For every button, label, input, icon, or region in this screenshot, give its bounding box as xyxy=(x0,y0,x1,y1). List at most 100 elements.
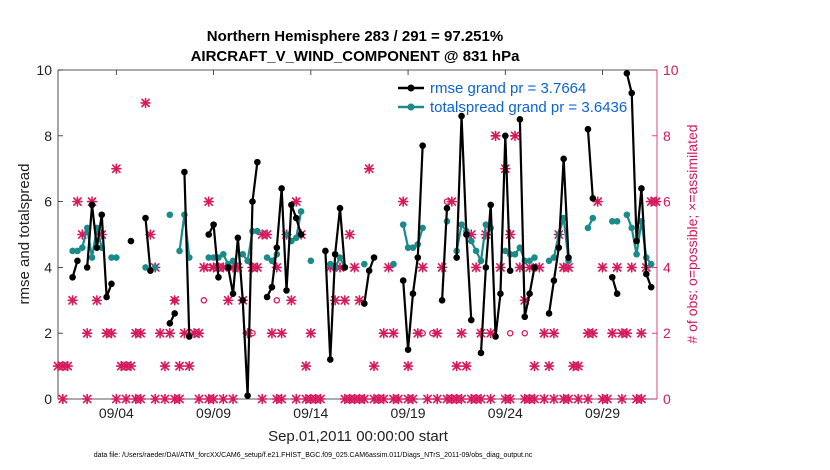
rmse-point xyxy=(205,231,213,238)
totalspread-point xyxy=(88,254,96,261)
obs-assimilated-marker xyxy=(470,262,482,273)
obs-assimilated-marker xyxy=(402,360,414,372)
obs-assimilated-marker xyxy=(261,229,273,240)
legend-totalspread-label: totalspread grand pr = 3.6436 xyxy=(430,99,627,116)
y-right-tick-label: 6 xyxy=(663,194,671,210)
totalspread-point xyxy=(399,221,407,228)
rmse-point xyxy=(545,310,553,317)
totalspread-point xyxy=(404,244,412,251)
obs-possible-marker xyxy=(429,329,436,337)
obs-assimilated-marker xyxy=(305,327,317,339)
obs-possible-marker xyxy=(443,198,451,205)
rmse-point xyxy=(142,214,149,222)
rmse-point xyxy=(93,244,101,251)
obs-possible-marker xyxy=(506,329,514,337)
rmse-point xyxy=(336,204,344,212)
y-right-tick-label: 8 xyxy=(663,128,671,144)
rmse-line-segment xyxy=(479,134,512,354)
rmse-point xyxy=(185,333,193,340)
obs-assimilated-marker xyxy=(461,360,472,372)
legend-totalspread-marker xyxy=(407,103,415,111)
rmse-point xyxy=(438,297,446,304)
obs-assimilated-marker xyxy=(315,393,326,405)
rmse-point xyxy=(370,254,378,261)
totalspread-point xyxy=(511,250,519,258)
obs-possible-marker xyxy=(200,297,208,304)
rmse-point xyxy=(292,214,300,222)
rmse-point xyxy=(404,346,412,353)
totalspread-point xyxy=(419,224,426,232)
rmse-point xyxy=(531,264,538,271)
rmse-line-segment xyxy=(144,217,152,271)
totalspread-point xyxy=(307,257,315,265)
rmse-point xyxy=(322,247,329,255)
rmse-point xyxy=(254,158,261,166)
obs-assimilated-marker xyxy=(62,360,73,372)
obs-assimilated-marker xyxy=(524,262,535,273)
rmse-point xyxy=(492,333,499,340)
obs-assimilated-marker xyxy=(359,393,370,405)
y-tick-label: 8 xyxy=(44,128,52,144)
rmse-point xyxy=(526,290,533,298)
rmse-point xyxy=(521,313,529,321)
rmse-point xyxy=(210,221,217,228)
rmse-point xyxy=(234,234,242,242)
obs-assimilated-marker xyxy=(451,360,462,372)
obs-assimilated-marker xyxy=(436,262,448,273)
totalspread-point xyxy=(550,254,558,261)
obs-assimilated-marker xyxy=(174,360,185,372)
rmse-point xyxy=(453,254,460,261)
totalspread-point xyxy=(166,211,174,219)
totalspread-point xyxy=(633,250,640,258)
totalspread-point xyxy=(326,260,334,268)
y-tick-label: 2 xyxy=(44,325,52,341)
chart-subtitle: AIRCRAFT_V_WIND_COMPONENT @ 831 hPa xyxy=(191,48,521,65)
obs-assimilated-marker xyxy=(252,262,263,273)
obs-assimilated-marker xyxy=(286,295,297,306)
obs-assimilated-marker xyxy=(120,393,132,405)
rmse-point xyxy=(487,201,495,209)
rmse-line-segment xyxy=(455,114,473,321)
obs-assimilated-marker xyxy=(111,163,122,174)
rmse-point xyxy=(443,204,451,212)
rmse-point xyxy=(638,185,645,192)
totalspread-point xyxy=(239,250,247,258)
rmse-point xyxy=(584,125,592,133)
rmse-point xyxy=(229,290,237,298)
obs-assimilated-marker xyxy=(539,327,550,339)
totalspread-point xyxy=(142,264,149,271)
rmse-point xyxy=(215,273,222,281)
obs-assimilated-marker xyxy=(57,393,69,405)
obs-possible-marker xyxy=(205,264,212,271)
obs-assimilated-marker xyxy=(456,393,467,405)
obs-assimilated-marker xyxy=(393,393,404,405)
totalspread-point xyxy=(263,254,271,261)
rmse-point xyxy=(458,112,465,120)
totalspread-point xyxy=(531,254,538,261)
rmse-point xyxy=(103,293,110,301)
obs-assimilated-marker xyxy=(548,393,560,405)
rmse-point xyxy=(608,273,616,281)
totalspread-point xyxy=(477,257,485,265)
obs-assimilated-marker xyxy=(548,327,560,339)
data-file-caption: data file: /Users/raeder/DAI/ATM_forcXX/… xyxy=(94,452,533,459)
obs-assimilated-marker xyxy=(193,393,205,405)
rmse-point xyxy=(297,231,305,238)
totalspread-point xyxy=(361,260,368,268)
obs-assimilated-marker xyxy=(218,393,229,405)
obs-assimilated-marker xyxy=(150,393,161,405)
rmse-point xyxy=(467,316,475,324)
x-tick-label: 09/04 xyxy=(99,405,134,421)
obs-assimilated-marker xyxy=(636,327,647,339)
rmse-point xyxy=(88,201,96,209)
rmse-point xyxy=(224,264,232,271)
rmse-point xyxy=(550,277,558,284)
rmse-point xyxy=(268,283,276,291)
obs-assimilated-marker xyxy=(539,393,550,405)
totalspread-point xyxy=(297,208,305,215)
y-right-tick-label: 10 xyxy=(663,62,679,78)
obs-assimilated-marker xyxy=(475,393,487,405)
obs-assimilated-marker xyxy=(582,393,594,405)
obs-assimilated-marker xyxy=(607,327,618,339)
obs-assimilated-marker xyxy=(621,327,633,339)
